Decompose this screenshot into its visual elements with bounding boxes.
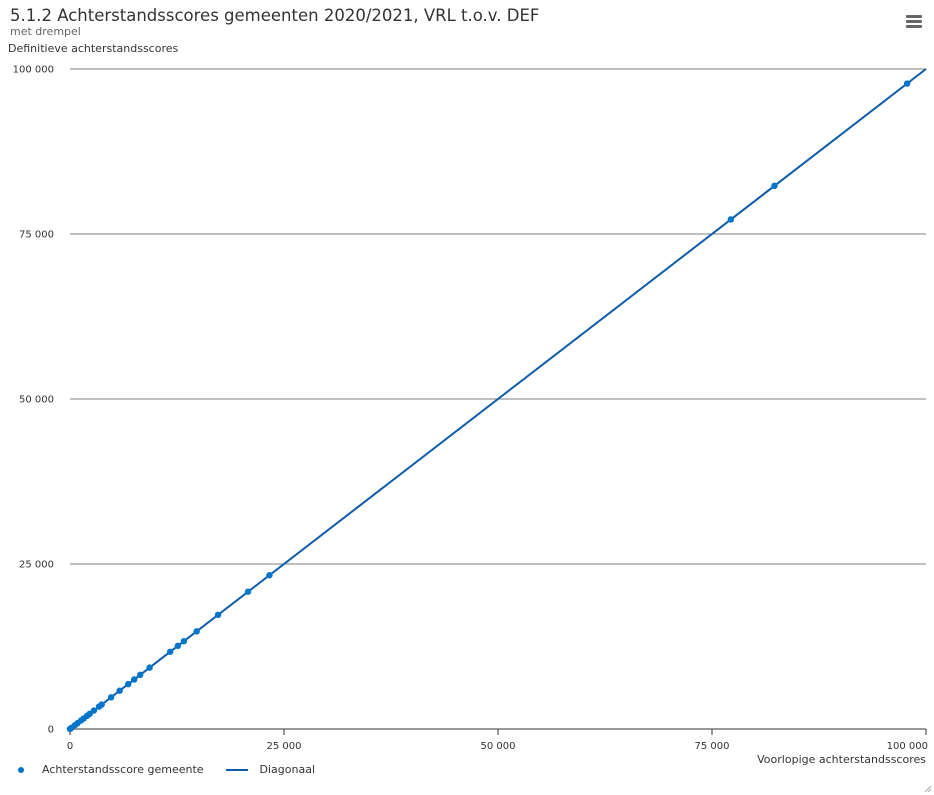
legend-label-gemeente: Achterstandsscore gemeente bbox=[42, 763, 204, 776]
chart-subtitle: met drempel bbox=[10, 25, 81, 38]
x-tick-label-1: 25 000 bbox=[267, 741, 302, 752]
legend-marker-icon bbox=[18, 766, 24, 773]
legend-label-diagonaal: Diagonaal bbox=[259, 763, 316, 776]
scatter-point-18 bbox=[174, 642, 182, 650]
scatter-point-22 bbox=[244, 588, 252, 595]
scatter-point-24 bbox=[727, 216, 735, 223]
y-tick-label-0: 0 bbox=[48, 725, 54, 736]
scatter-point-16 bbox=[146, 664, 153, 671]
x-axis-title: Voorlopige achterstandsscores bbox=[757, 753, 926, 766]
x-tick-labels: 0 25 000 50 000 75 000 100 000 bbox=[67, 729, 928, 752]
scatter-point-15 bbox=[136, 671, 144, 679]
legend: Achterstandsscore gemeente Diagonaal bbox=[18, 763, 337, 776]
scatter-point-20 bbox=[193, 628, 200, 635]
scatter-point-14 bbox=[131, 676, 138, 683]
scatter-point-12 bbox=[116, 687, 123, 694]
y-tick-label-3: 75 000 bbox=[19, 230, 54, 241]
y-tick-label-2: 50 000 bbox=[19, 395, 54, 406]
scatter-point-23 bbox=[266, 572, 273, 579]
x-tick-label-3: 75 000 bbox=[695, 741, 730, 752]
diagonal-line bbox=[69, 68, 927, 730]
y-axis-title: Definitieve achterstandsscores bbox=[8, 42, 179, 55]
x-tick-label-2: 50 000 bbox=[481, 741, 516, 752]
legend-line-icon bbox=[225, 768, 248, 771]
hamburger-menu-icon[interactable] bbox=[904, 14, 924, 30]
scatter-point-19 bbox=[180, 638, 188, 645]
scatter-point-10 bbox=[98, 701, 105, 708]
scatter-point-26 bbox=[903, 80, 911, 87]
scatter-point-17 bbox=[166, 648, 174, 655]
scatter-point-11 bbox=[107, 694, 115, 701]
x-tick-label-0: 0 bbox=[67, 741, 73, 752]
scatter-point-21 bbox=[214, 611, 222, 619]
y-tick-label-4: 100 000 bbox=[13, 65, 54, 76]
chart-title: 5.1.2 Achterstandsscores gemeenten 2020/… bbox=[10, 6, 540, 25]
y-tick-labels: 0 25 000 50 000 75 000 100 000 bbox=[13, 65, 54, 736]
legend-item-diagonaal[interactable]: Diagonaal bbox=[225, 763, 316, 776]
x-tick-label-4: 100 000 bbox=[887, 741, 928, 752]
legend-item-gemeente[interactable]: Achterstandsscore gemeente bbox=[18, 763, 204, 776]
y-tick-label-1: 25 000 bbox=[19, 560, 54, 571]
series-layer bbox=[66, 68, 927, 733]
scatter-point-8 bbox=[90, 707, 98, 714]
scatter-point-13 bbox=[125, 680, 132, 688]
resize-handle-icon[interactable] bbox=[924, 785, 932, 793]
scatter-point-25 bbox=[771, 182, 778, 190]
